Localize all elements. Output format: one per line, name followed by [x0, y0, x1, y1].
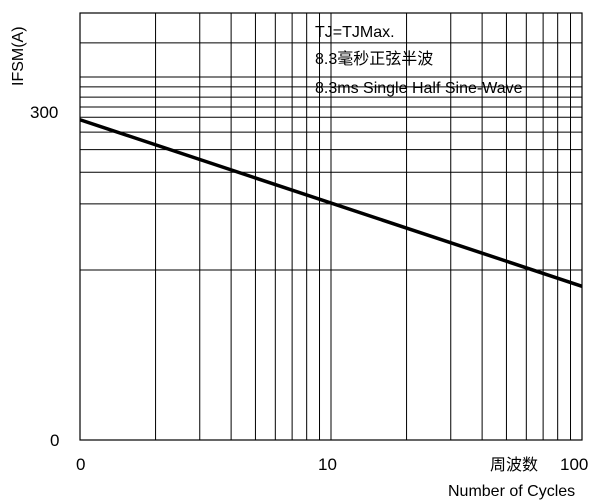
x-axis-label: Number of Cycles [448, 483, 575, 500]
grid-lines [80, 13, 582, 440]
annotation-cn: 8.3毫秒正弦半波 [315, 49, 433, 68]
y-axis-label: IFSM(A) [10, 26, 27, 86]
x-tick-label-10: 10 [318, 455, 337, 474]
series-group [79, 118, 583, 288]
annotation-en: 8.3ms Single Half Sine-Wave [315, 80, 523, 97]
plot-frame [79, 12, 583, 441]
y-tick-label-300: 300 [30, 103, 58, 122]
annotation-tj: TJ=TJMax. [315, 24, 395, 41]
x-tick-label-100: 100 [560, 455, 588, 474]
y-tick-label-0: 0 [50, 431, 59, 450]
x-tick-label-0: 0 [76, 455, 85, 474]
x-axis-label-cn: 周波数 [490, 456, 538, 474]
series-line [79, 118, 583, 288]
